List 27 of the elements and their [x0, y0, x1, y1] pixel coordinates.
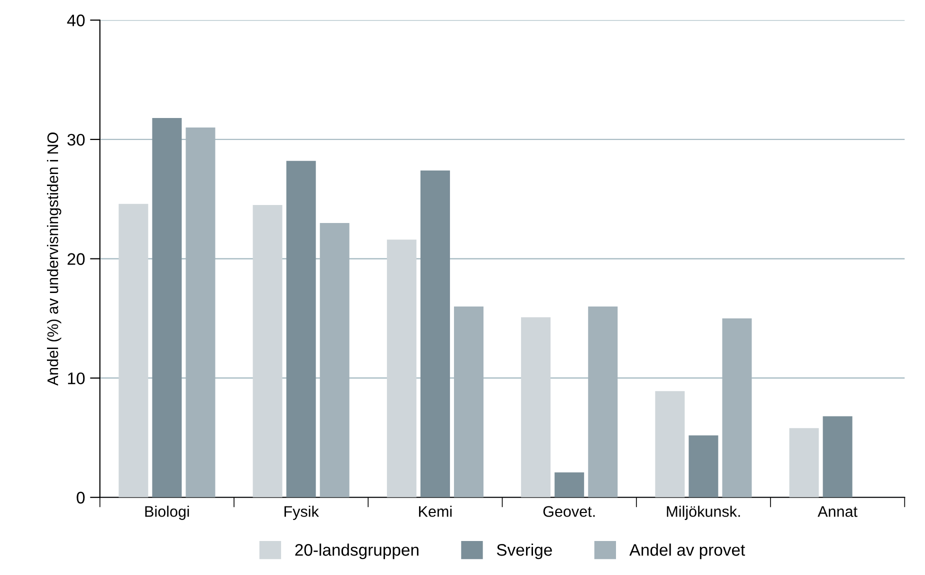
bar: [822, 416, 852, 498]
y-tick-label: 20: [68, 253, 85, 265]
y-tick-label: 0: [76, 492, 85, 504]
x-tick-label: Miljökunsk.: [666, 506, 740, 520]
bar: [286, 160, 316, 498]
bar: [420, 170, 450, 498]
bar: [789, 428, 819, 498]
y-tick-label: 40: [67, 14, 85, 26]
legend-label: Sverige: [496, 544, 552, 560]
legend-label: Andel av provet: [629, 544, 746, 560]
x-tick-label: Fysik: [284, 506, 319, 520]
y-tick-label: 10: [68, 372, 85, 384]
bar: [252, 205, 282, 498]
bar: [554, 472, 584, 498]
bar: [521, 317, 551, 498]
legend-label: 20-landsgruppen: [295, 544, 418, 560]
y-tick-label: 30: [67, 134, 85, 146]
bar: [118, 204, 148, 498]
bar: [152, 118, 182, 498]
x-tick-label: Geovet.: [543, 506, 595, 517]
bar: [688, 435, 718, 498]
bar: [655, 391, 685, 498]
y-axis-title: Andel (%) av undervisningstiden i NO: [46, 132, 62, 386]
x-tick-label: Biologi: [145, 506, 189, 520]
x-tick-label: Kemi: [419, 506, 452, 517]
bar: [386, 240, 416, 498]
x-tick-label: Annat: [818, 506, 858, 517]
